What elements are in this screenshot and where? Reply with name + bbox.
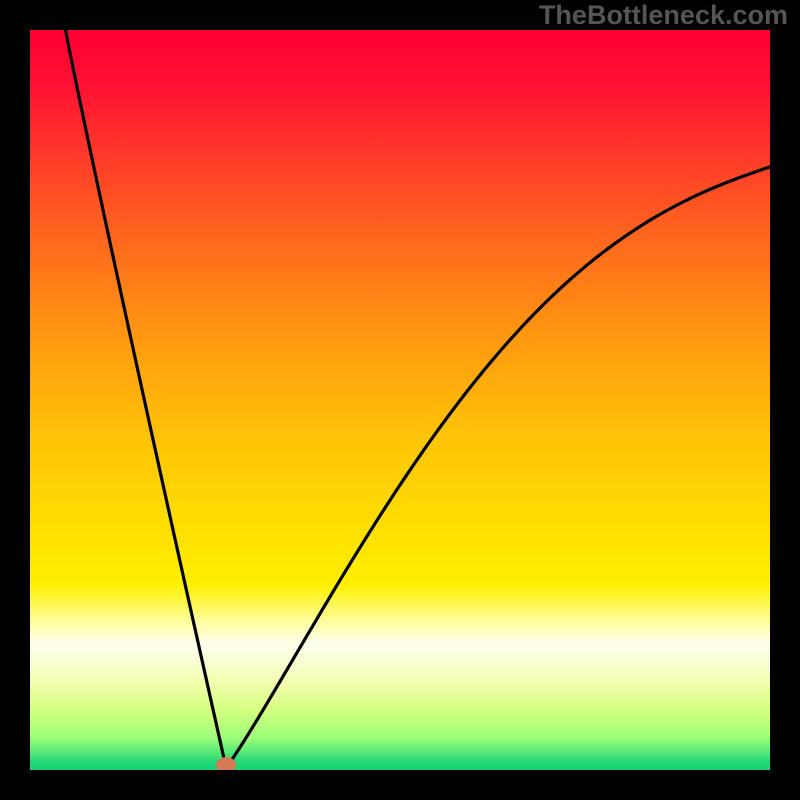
plot-area [30, 30, 770, 770]
watermark-text: TheBottleneck.com [539, 0, 788, 31]
minimum-marker [216, 757, 236, 770]
bottleneck-curve [30, 30, 770, 770]
